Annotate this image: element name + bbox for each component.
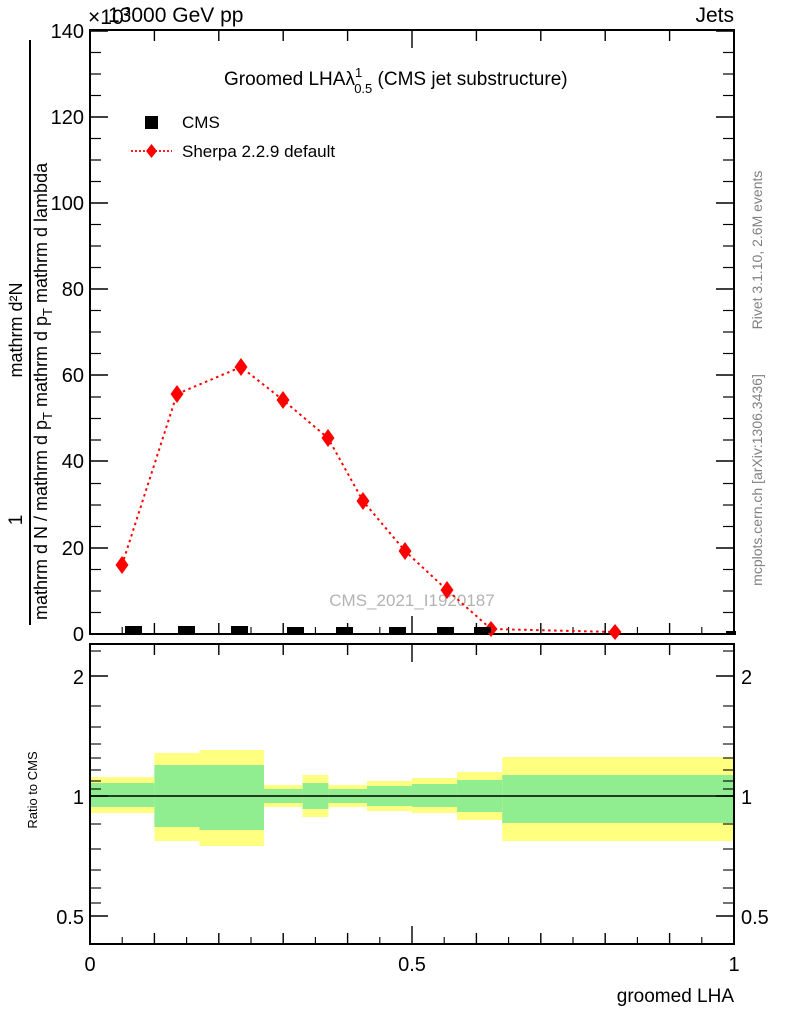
sherpa-point-2 xyxy=(170,385,184,403)
ytick-100: 100 xyxy=(51,193,84,215)
band-green-1 xyxy=(90,783,155,807)
cms-point-8 xyxy=(474,627,491,633)
band-green-10 xyxy=(502,775,734,823)
ytick-0: 0 xyxy=(73,624,84,646)
main-y-tick-labels: 0 20 40 60 80 100 120 140 xyxy=(51,21,84,646)
ylabel-numerator: mathrm d²N xyxy=(6,282,26,377)
ratio-ylabel: Ratio to CMS xyxy=(25,751,40,829)
sherpa-point-3 xyxy=(234,358,248,376)
xaxis-tick-labels: 0 0.5 1 xyxy=(84,954,739,976)
ytick-120: 120 xyxy=(51,107,84,129)
ratio-ytick-1-left: 1 xyxy=(73,787,84,809)
side-note-mcplots: mcplots.cern.ch [arXiv:1306.3436] xyxy=(749,374,765,586)
sherpa-point-1 xyxy=(115,556,129,574)
ratio-x-minor-ticks xyxy=(121,937,703,944)
main-y-major-ticks xyxy=(90,30,734,635)
cms-point-3 xyxy=(231,626,248,633)
sherpa-point-4 xyxy=(276,391,290,409)
ylabel-one: 1 xyxy=(6,515,27,526)
legend-marker-cms xyxy=(145,116,158,129)
ratio-ytick-2-left: 2 xyxy=(73,667,84,689)
ratio-bands xyxy=(90,750,734,846)
category-label: Jets xyxy=(695,4,734,27)
ratio-ytick-2-right: 2 xyxy=(741,667,752,689)
watermark-label: CMS_2021_I1920187 xyxy=(329,591,494,610)
xtick-1: 1 xyxy=(728,954,739,976)
main-ylabel-group: mathrm d²N 1 mathrm d N / mathrm d pT ma… xyxy=(6,40,55,625)
legend-label-cms: CMS xyxy=(182,113,220,132)
cms-point-9 xyxy=(726,631,736,635)
main-y-minor-ticks xyxy=(90,51,734,614)
ratio-ytick-05-right: 0.5 xyxy=(741,907,769,929)
ratio-x-ticks xyxy=(89,644,735,944)
sherpa-point-8 xyxy=(440,581,454,599)
ylabel-denominator: mathrm d N / mathrm d pT mathrm d pT mat… xyxy=(31,162,55,620)
cms-point-2 xyxy=(178,626,195,633)
legend-marker-sherpa xyxy=(146,144,157,158)
side-note-rivet: Rivet 3.1.10, 2.6M events xyxy=(749,171,765,330)
cms-point-1 xyxy=(125,626,142,633)
ratio-ytick-05-left: 0.5 xyxy=(56,907,84,929)
ytick-20: 20 xyxy=(62,538,84,560)
ytick-60: 60 xyxy=(62,365,84,387)
xtick-05: 0.5 xyxy=(398,954,426,976)
band-green-3 xyxy=(199,765,264,830)
ytick-140: 140 xyxy=(51,21,84,43)
cms-point-6 xyxy=(389,627,406,633)
ratio-y-major-ticks xyxy=(90,675,734,917)
xtick-0: 0 xyxy=(84,954,95,976)
beam-energy-label: 13000 GeV pp xyxy=(108,4,243,27)
cms-point-4 xyxy=(287,627,304,633)
sherpa-line xyxy=(121,365,616,633)
sherpa-point-6 xyxy=(356,492,370,510)
cms-point-5 xyxy=(336,627,353,633)
ytick-40: 40 xyxy=(62,451,84,473)
ratio-ytick-1-right: 1 xyxy=(741,787,752,809)
scale-factor-label: ×103 xyxy=(88,4,131,29)
sherpa-point-10 xyxy=(608,624,622,640)
ratio-y-minor-ticks xyxy=(90,650,734,904)
xaxis-label: groomed LHA xyxy=(617,986,735,1007)
main-panel xyxy=(89,29,735,635)
series-cms xyxy=(125,626,736,635)
sherpa-point-7 xyxy=(398,542,412,560)
ytick-80: 80 xyxy=(62,279,84,301)
ratio-panel: 2 1 0.5 2 1 0.5 Ratio to CMS xyxy=(25,643,769,945)
sherpa-point-5 xyxy=(321,429,335,447)
legend-label-sherpa: Sherpa 2.2.9 default xyxy=(182,142,335,161)
page-title: Groomed LHAλ1 0.5 (CMS jet substructure) xyxy=(224,65,568,96)
cms-point-7 xyxy=(437,627,454,633)
legend: CMS Sherpa 2.2.9 default xyxy=(131,113,335,161)
